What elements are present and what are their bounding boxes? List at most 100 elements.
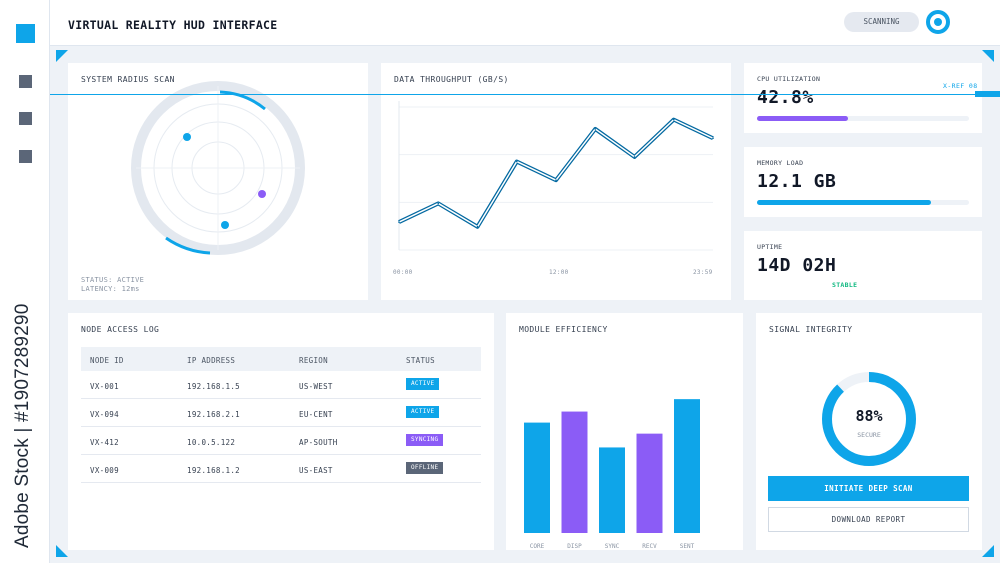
radar-blip xyxy=(221,221,229,229)
bar-disp xyxy=(561,411,588,533)
data-point xyxy=(633,156,636,158)
status-badge: ACTIVE xyxy=(406,378,440,390)
signal-percent: 88% xyxy=(855,407,883,425)
table-row[interactable]: VX-001 192.168.1.5 US-WEST ACTIVE xyxy=(81,371,481,399)
data-point xyxy=(672,118,675,121)
uptime-card: UPTIME 14D 02H STABLE xyxy=(744,231,982,300)
signal-donut xyxy=(822,372,916,466)
corner-marker-bottom-left xyxy=(56,545,68,557)
table-cell-region: US-WEST xyxy=(299,382,333,391)
signal-integrity-card: SIGNAL INTEGRITY 88% SECURE INITIATE DEE… xyxy=(756,313,982,550)
data-point xyxy=(398,221,400,223)
table-cell-id: VX-094 xyxy=(90,410,119,419)
table-row[interactable]: VX-094 192.168.2.1 EU-CENT ACTIVE xyxy=(81,399,481,427)
donut-fill xyxy=(822,372,916,466)
xref-label: X-REF 08 xyxy=(943,82,978,90)
download-report-button[interactable]: DOWNLOAD REPORT xyxy=(768,507,969,532)
table-cell-region: AP-SOUTH xyxy=(299,438,338,447)
memory-card: MEMORY LOAD 12.1 GB xyxy=(744,147,982,217)
bar-category-label: SYNC xyxy=(605,543,620,550)
corner-marker-bottom-right xyxy=(982,545,994,557)
data-point xyxy=(712,137,714,140)
app-logo-icon[interactable] xyxy=(16,24,35,43)
module-efficiency-card: MODULE EFFICIENCY CORE DISP SYNC RECV SENT xyxy=(506,313,743,550)
status-badge: ACTIVE xyxy=(406,406,440,418)
node-access-log-card: NODE ACCESS LOG NODE ID IP ADDRESS REGIO… xyxy=(68,313,494,550)
dashboard-area: SYSTEM RADIUS SCAN STATUS: ACTIVE LATENC… xyxy=(50,46,1000,563)
radar-blip xyxy=(258,190,266,198)
memory-label: MEMORY LOAD xyxy=(757,159,804,167)
scan-indicator-icon[interactable] xyxy=(926,10,950,34)
page-title: VIRTUAL REALITY HUD INTERFACE xyxy=(68,18,278,32)
bar-category-label: SENT xyxy=(680,543,695,550)
column-header: STATUS xyxy=(406,356,435,365)
throughput-title: DATA THROUGHPUT (GB/S) xyxy=(394,75,509,84)
bar-core xyxy=(524,422,550,533)
column-header: REGION xyxy=(299,356,328,365)
uptime-label: UPTIME xyxy=(757,243,783,251)
bar-recv xyxy=(636,433,663,533)
bar-sent xyxy=(674,399,700,533)
radar-latency: LATENCY: 12ms xyxy=(81,285,140,293)
scan-guide-line xyxy=(50,94,975,95)
data-point xyxy=(555,179,557,181)
radar-sweep-arc xyxy=(165,236,211,255)
status-badge: SYNCING xyxy=(406,434,444,446)
radar-sweep-arc xyxy=(219,90,266,111)
x-tick-label: 12:00 xyxy=(549,269,569,276)
watermark-text: Adobe Stock | #1907289290 xyxy=(12,303,33,548)
table-cell-id: VX-009 xyxy=(90,466,119,475)
sidebar xyxy=(0,0,50,563)
series-line xyxy=(398,118,714,228)
bar-sync xyxy=(599,447,625,533)
module-bar-chart: CORE DISP SYNC RECV SENT xyxy=(524,399,700,550)
header: VIRTUAL REALITY HUD INTERFACE SCANNING xyxy=(50,0,1000,46)
signal-sub-label: SECURE xyxy=(857,431,881,439)
uptime-status: STABLE xyxy=(832,281,858,289)
table-cell-id: VX-412 xyxy=(90,438,119,447)
x-tick-label: 23:59 xyxy=(693,269,713,276)
scanning-status-pill[interactable]: SCANNING xyxy=(844,12,919,32)
table-cell-region: US-EAST xyxy=(299,466,333,475)
signal-title: SIGNAL INTEGRITY xyxy=(769,325,853,334)
log-title: NODE ACCESS LOG xyxy=(81,325,160,334)
corner-marker-top-right xyxy=(982,50,994,62)
table-cell-ip: 10.0.5.122 xyxy=(187,438,236,447)
module-title: MODULE EFFICIENCY xyxy=(519,325,608,334)
radar-blip xyxy=(183,133,191,141)
sidebar-item-2-icon[interactable] xyxy=(19,112,32,125)
table-cell-region: EU-CENT xyxy=(299,410,333,419)
memory-bar-fill xyxy=(757,200,931,205)
initiate-deep-scan-button[interactable]: INITIATE DEEP SCAN xyxy=(768,476,969,501)
table-row[interactable]: VX-412 10.0.5.122 AP-SOUTH SYNCING xyxy=(81,427,481,455)
table-row[interactable]: VX-009 192.168.1.2 US-EAST OFFLINE xyxy=(81,455,481,483)
radar-card: SYSTEM RADIUS SCAN STATUS: ACTIVE LATENC… xyxy=(68,63,368,300)
status-badge: OFFLINE xyxy=(406,462,444,474)
radar-status: STATUS: ACTIVE xyxy=(81,276,145,284)
sidebar-item-1-icon[interactable] xyxy=(19,75,32,88)
table-cell-ip: 192.168.1.2 xyxy=(187,466,240,475)
memory-bar-track xyxy=(757,200,969,205)
throughput-line-chart xyxy=(398,101,714,251)
sidebar-item-3-icon[interactable] xyxy=(19,150,32,163)
data-point xyxy=(437,202,440,205)
cpu-label: CPU UTILIZATION xyxy=(757,75,821,83)
cpu-bar-track xyxy=(757,116,969,121)
table-cell-ip: 192.168.1.5 xyxy=(187,382,240,391)
table-cell-ip: 192.168.2.1 xyxy=(187,410,240,419)
cpu-value: 42.8% xyxy=(757,87,814,108)
throughput-card: DATA THROUGHPUT (GB/S) 00:00 12:00 23:59 xyxy=(381,63,731,300)
radar-title: SYSTEM RADIUS SCAN xyxy=(81,75,175,84)
data-point xyxy=(515,160,518,163)
x-tick-label: 00:00 xyxy=(393,269,413,276)
column-header: IP ADDRESS xyxy=(187,356,236,365)
radar-scope xyxy=(131,81,305,255)
table-cell-id: VX-001 xyxy=(90,382,119,391)
series-line-outline xyxy=(398,117,714,229)
column-header: NODE ID xyxy=(90,356,124,365)
uptime-value: 14D 02H xyxy=(757,255,837,276)
bar-category-label: CORE xyxy=(530,543,545,550)
table-header: NODE ID IP ADDRESS REGION STATUS xyxy=(81,347,481,371)
data-point xyxy=(594,128,597,130)
cpu-card: CPU UTILIZATION 42.8% xyxy=(744,63,982,133)
